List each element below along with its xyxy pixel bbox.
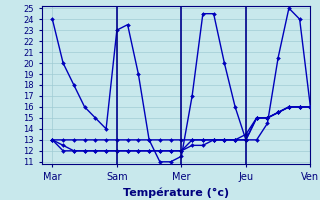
X-axis label: Température (°c): Température (°c): [123, 187, 229, 198]
